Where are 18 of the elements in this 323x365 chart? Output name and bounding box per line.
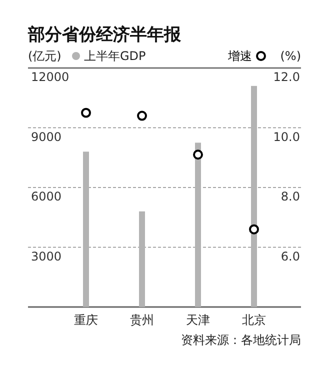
y2-tick-label: 6.0: [280, 249, 300, 264]
x-tick-label: 天津: [186, 313, 210, 327]
y2-axis-title: (%): [280, 49, 301, 63]
text: 增速: [227, 49, 252, 63]
y-axis-title: (亿元): [28, 49, 62, 63]
y-tick-label: 9000: [31, 130, 62, 144]
chart-title: 部分省份经济半年报: [27, 25, 182, 45]
y-tick-label: 12000: [31, 70, 70, 84]
x-tick-label: 北京: [242, 313, 266, 327]
y-tick-label: 6000: [31, 190, 62, 204]
y2-tick-label: 8.0: [280, 190, 300, 204]
text: 资料来源：各地统计局: [181, 333, 301, 347]
x-tick-label: 贵州: [130, 313, 154, 327]
y2-tick-label: 10.0: [273, 130, 300, 144]
y-tick-label: 3000: [31, 249, 62, 264]
x-tick-label: 重庆: [74, 313, 98, 327]
legend-label: 上半年GDP: [84, 49, 146, 63]
y2-tick-label: 12.0: [273, 70, 300, 84]
